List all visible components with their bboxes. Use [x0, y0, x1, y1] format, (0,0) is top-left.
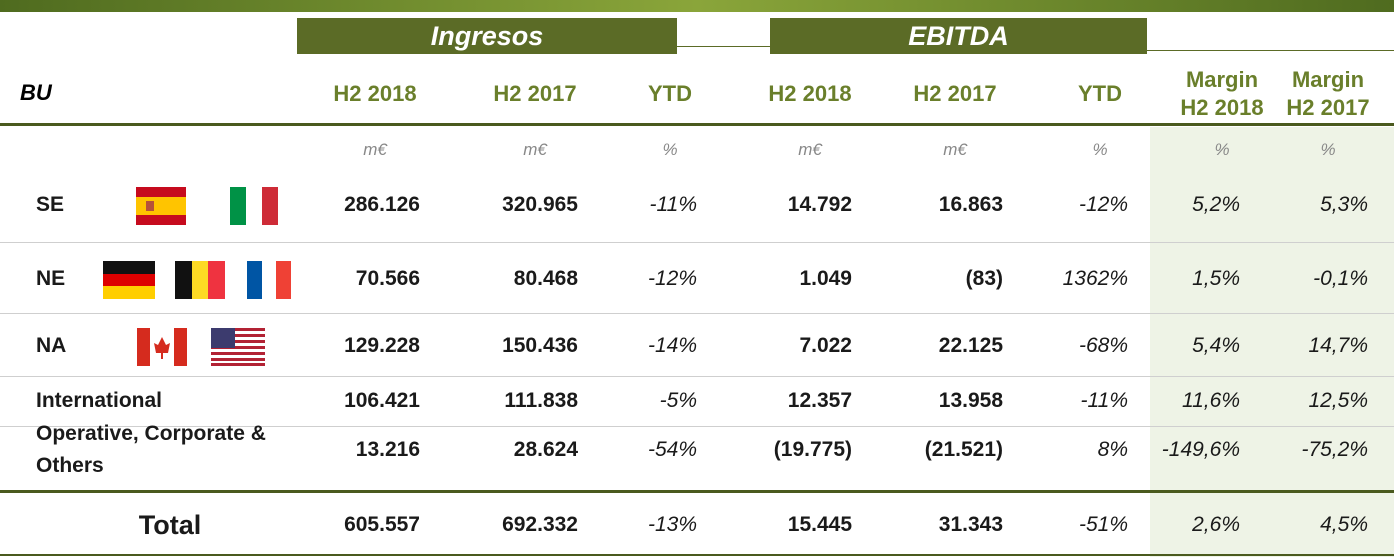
flag-belgium [175, 261, 225, 299]
bu-header: BU [20, 80, 52, 105]
unit-label: % [1320, 140, 1336, 159]
column-header: Margin H2 2018 [1180, 67, 1264, 120]
column-header: H2 2018 [768, 81, 852, 106]
table-cell: 1362% [1062, 267, 1128, 290]
flag-spain [136, 187, 186, 225]
column-header: H2 2018 [333, 81, 417, 106]
table-cell: 5,3% [1320, 193, 1368, 216]
table-cell: -149,6% [1161, 438, 1240, 461]
row-label: SE [36, 193, 65, 216]
group-line [677, 46, 770, 47]
row-separator [0, 242, 1394, 243]
table-cell: 28.624 [513, 438, 578, 461]
row-label: Operative, Corporate & Others [36, 422, 266, 477]
table-cell: 2,6% [1192, 513, 1240, 536]
unit-label: % [1214, 140, 1230, 159]
total-rule [0, 490, 1394, 493]
table-cell: 5,2% [1192, 193, 1240, 216]
table-cell: 111.838 [504, 389, 578, 412]
column-header: YTD [1078, 81, 1122, 106]
header-rule [0, 123, 1394, 126]
flag-italy [230, 187, 278, 225]
table-cell: -54% [647, 438, 697, 461]
unit-label: m€ [523, 140, 547, 159]
table-cell: 13.958 [938, 389, 1003, 412]
row-label: Total [138, 510, 202, 540]
unit-label: m€ [363, 140, 387, 159]
table-cell: -75,2% [1301, 438, 1368, 461]
table-cell: -0,1% [1313, 267, 1368, 290]
unit-label: % [1092, 140, 1108, 159]
table-cell: 7.022 [799, 334, 852, 357]
table-cell: 320.965 [502, 193, 578, 216]
table-cell: 4,5% [1320, 513, 1368, 536]
flag-usa [211, 328, 265, 366]
row-separator [0, 376, 1394, 377]
table-cell: 5,4% [1192, 334, 1240, 357]
group-header: EBITDA [770, 18, 1147, 54]
group-line [1147, 50, 1394, 51]
table-cell: -11% [649, 193, 697, 216]
table-cell: -11% [1080, 389, 1128, 412]
table-cell: 13.216 [355, 438, 420, 461]
unit-label: m€ [943, 140, 967, 159]
column-header: Margin H2 2017 [1286, 67, 1370, 120]
table-cell: 14.792 [787, 193, 852, 216]
table-cell: 11,6% [1182, 389, 1240, 412]
unit-label: % [662, 140, 678, 159]
flag-france [247, 261, 291, 299]
table-cell: 605.557 [344, 513, 420, 536]
row-separator [0, 426, 1394, 427]
table-cell: -14% [647, 334, 697, 357]
column-header: H2 2017 [493, 81, 577, 106]
table-cell: -68% [1078, 334, 1128, 357]
column-header: H2 2017 [913, 81, 997, 106]
table-cell: -5% [659, 389, 697, 412]
row-label: NA [36, 334, 67, 357]
flag-germany [103, 261, 155, 299]
table-cell: 8% [1097, 438, 1128, 461]
top-bar [0, 0, 1394, 12]
table-cell: (21.521) [924, 438, 1003, 461]
margin-shade [1150, 127, 1394, 557]
table-cell: 12.357 [787, 389, 852, 412]
group-header: Ingresos [297, 18, 677, 54]
table-cell: -51% [1078, 513, 1128, 536]
row-label: NE [36, 267, 66, 290]
table-cell: 692.332 [502, 513, 578, 536]
table-cell: 286.126 [344, 193, 420, 216]
flag-canada [137, 328, 187, 366]
table-cell: 1.049 [799, 267, 852, 290]
table-cell: -12% [1078, 193, 1128, 216]
table-cell: 70.566 [355, 267, 420, 290]
table-cell: 15.445 [787, 513, 852, 536]
unit-label: m€ [798, 140, 822, 159]
table-cell: 31.343 [938, 513, 1003, 536]
column-header: YTD [648, 81, 692, 106]
table-cell: 14,7% [1308, 334, 1368, 357]
table-cell: (19.775) [773, 438, 852, 461]
table-cell: 1,5% [1192, 267, 1240, 290]
table-cell: 22.125 [938, 334, 1003, 357]
row-separator [0, 313, 1394, 314]
row-label: International [36, 389, 163, 412]
bottom-rule [0, 554, 1394, 556]
table-cell: -13% [647, 513, 697, 536]
table-cell: -12% [647, 267, 697, 290]
table-cell: 150.436 [502, 334, 578, 357]
table-cell: (83) [965, 267, 1003, 290]
table-cell: 129.228 [344, 334, 420, 357]
table-cell: 106.421 [344, 389, 420, 412]
table-cell: 16.863 [938, 193, 1003, 216]
table-cell: 12,5% [1308, 389, 1368, 412]
table-cell: 80.468 [513, 267, 578, 290]
